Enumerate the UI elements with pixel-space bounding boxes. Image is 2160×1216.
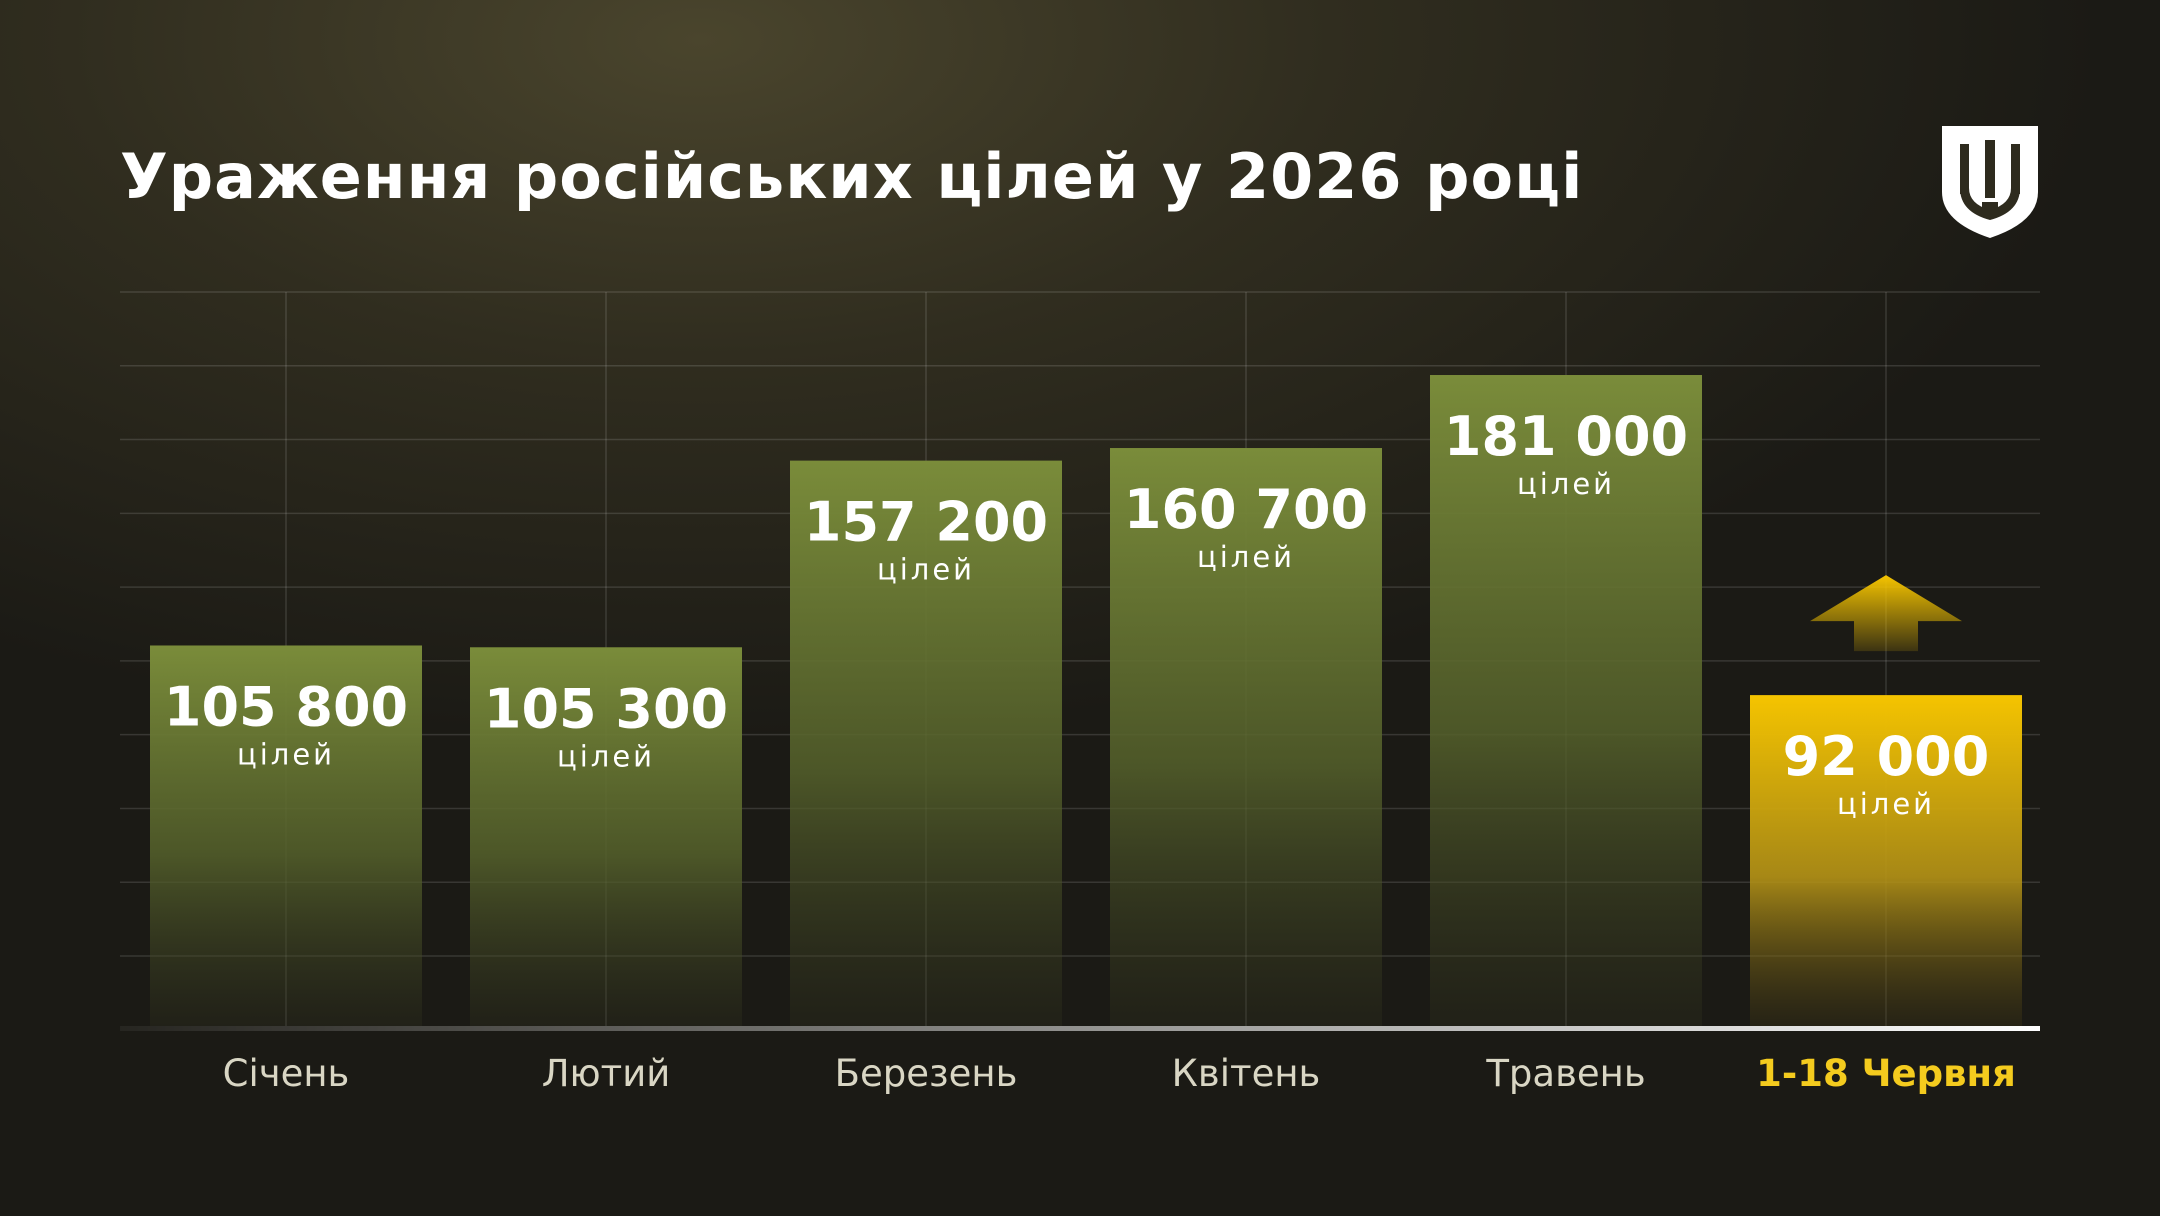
bar-value-label: 160 700 bbox=[1124, 478, 1368, 541]
category-label: Травень bbox=[1485, 1052, 1645, 1095]
bar-unit-label: цілей bbox=[1197, 540, 1295, 574]
bar-unit-label: цілей bbox=[877, 553, 975, 587]
category-label: Лютий bbox=[542, 1052, 671, 1095]
bar bbox=[790, 460, 1062, 1026]
category-label: Квітень bbox=[1172, 1052, 1321, 1095]
bar-value-label: 105 800 bbox=[164, 675, 408, 738]
trident-shield-icon bbox=[1942, 126, 2038, 238]
bar-value-label: 157 200 bbox=[804, 491, 1048, 554]
bar-value-label: 181 000 bbox=[1444, 405, 1688, 468]
bar bbox=[1430, 375, 1702, 1027]
bar-unit-label: цілей bbox=[1517, 467, 1615, 501]
bars bbox=[120, 375, 2040, 1031]
up-arrow-icon bbox=[1810, 575, 1962, 652]
bar-highlight bbox=[1750, 695, 2022, 1026]
bar bbox=[1110, 448, 1382, 1026]
category-label: Січень bbox=[223, 1052, 350, 1095]
category-label: 1-18 Червня bbox=[1756, 1052, 2016, 1095]
bar bbox=[470, 647, 742, 1026]
chart-title: Ураження російських цілей у 2026 році bbox=[120, 140, 1584, 213]
x-axis-line bbox=[120, 1026, 2040, 1031]
category-label: Березень bbox=[835, 1052, 1018, 1095]
bar-value-label: 92 000 bbox=[1783, 725, 1990, 788]
bar bbox=[150, 645, 422, 1026]
bar-unit-label: цілей bbox=[237, 737, 335, 771]
bar-unit-label: цілей bbox=[557, 739, 655, 773]
bar-value-label: 105 300 bbox=[484, 677, 728, 740]
bar-unit-label: цілей bbox=[1837, 787, 1935, 821]
